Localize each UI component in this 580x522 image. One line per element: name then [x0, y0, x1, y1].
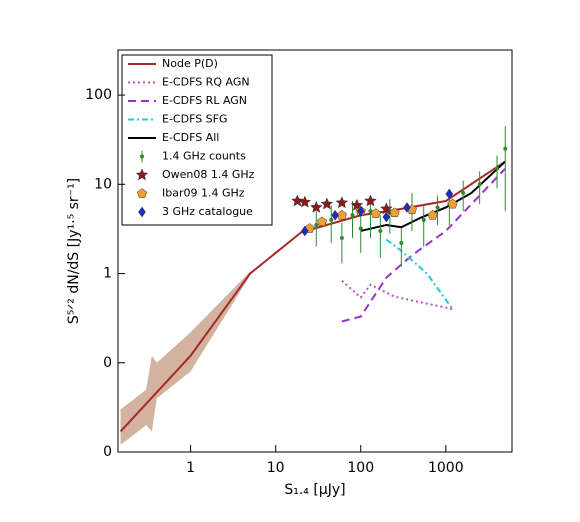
y-tick-label: 10: [94, 176, 112, 192]
data-point: [316, 216, 328, 227]
y-axis-label: S⁵ᐟ² dN/dS [Jy¹·⁵ sr⁻¹]: [66, 178, 82, 324]
data-point: [503, 146, 508, 151]
uncertainty-band: [120, 271, 251, 445]
data-point: [461, 190, 466, 195]
data-point: [314, 222, 319, 227]
data-point: [421, 217, 426, 222]
data-point: [378, 228, 383, 233]
legend-box: [121, 54, 273, 226]
legend: Node P(D) E-CDFS RQ AGN E-CDFS RL AGN E-CDF…: [121, 54, 273, 226]
data-point: [331, 209, 339, 221]
legend-label: Node P(D): [162, 57, 218, 70]
data-point: [403, 202, 411, 213]
data-point: [298, 195, 312, 208]
data-point: [140, 154, 144, 159]
legend-label: E-CDFS RQ AGN: [162, 76, 250, 89]
line: [341, 280, 453, 311]
data-point: [370, 208, 381, 218]
data-point: [399, 240, 404, 245]
legend-label: Ibar09 1.4 GHz: [162, 187, 245, 200]
data-point: [350, 213, 355, 218]
data-point: [356, 205, 365, 217]
x-tick-label: 1: [186, 460, 195, 476]
x-tick-label: 100: [347, 460, 374, 476]
data-point: [336, 209, 347, 220]
data-point: [335, 196, 349, 209]
data-point: [358, 226, 363, 231]
x-axis-label: S₁.₄ [μJy]: [284, 482, 345, 498]
data-point: [291, 194, 304, 207]
line: [385, 238, 454, 310]
data-point: [382, 211, 391, 223]
data-point: [389, 207, 400, 218]
x-tick-label: 1000: [428, 460, 464, 476]
data-point: [435, 205, 440, 210]
data-point: [138, 206, 146, 218]
data-point: [445, 188, 454, 200]
data-point: [301, 225, 309, 237]
data-point: [364, 194, 377, 207]
data-point: [427, 209, 438, 220]
data-point: [329, 217, 334, 222]
data-point: [477, 182, 482, 187]
line: [341, 167, 506, 323]
legend-label: 1.4 GHz counts: [162, 150, 246, 163]
y-tick-label: 0: [103, 444, 112, 460]
x-tick-label: 10: [267, 460, 285, 476]
data-point: [135, 168, 149, 181]
data-point: [495, 166, 500, 171]
y-tick-label: 1: [103, 266, 112, 282]
data-point: [309, 200, 323, 213]
y-tick-label: 0: [103, 355, 112, 371]
legend-label: E-CDFS SFG: [162, 113, 228, 126]
data-point: [136, 188, 148, 198]
legend-label: Owen08 1.4 GHz: [162, 168, 255, 181]
data-point: [339, 236, 344, 241]
data-point: [320, 197, 334, 210]
line: [360, 160, 506, 232]
legend-label: 3 GHz catalogue: [162, 205, 253, 218]
legend-label: E-CDFS All: [162, 131, 219, 144]
legend-label: E-CDFS RL AGN: [162, 94, 247, 107]
plot-frame: [117, 49, 513, 453]
data-point: [447, 198, 458, 209]
y-tick-label: 100: [85, 87, 112, 103]
